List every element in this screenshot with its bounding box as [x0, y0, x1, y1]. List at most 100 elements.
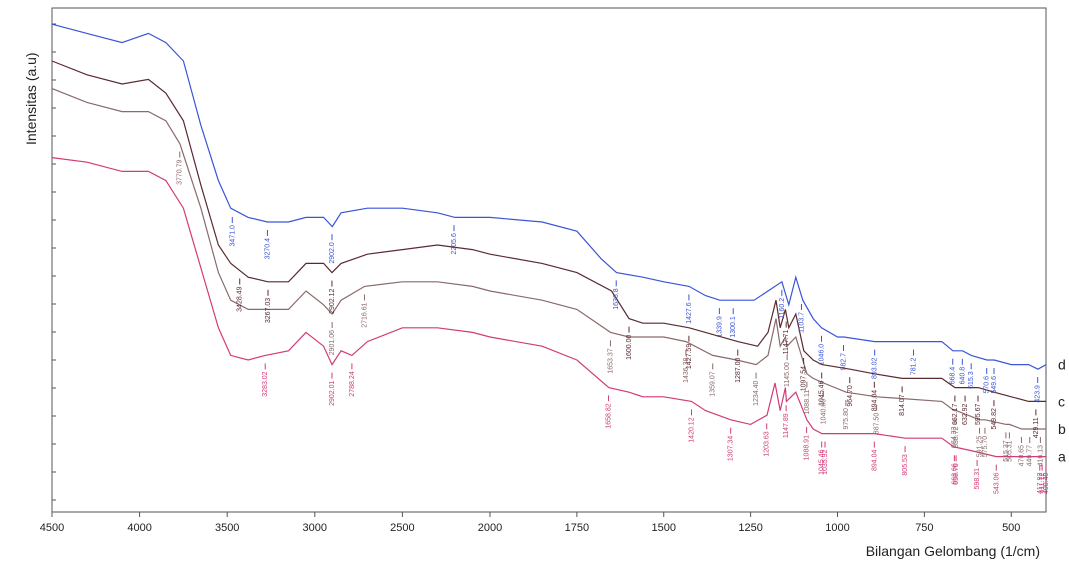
peak-label: 1234.40: [753, 380, 760, 405]
peak-label: 595.67: [975, 404, 982, 426]
peak-label: 658.76: [953, 463, 960, 485]
peak-label: 570.6: [984, 376, 991, 394]
peak-label: 1046.0: [819, 344, 826, 366]
y-axis-title: Intensitas (a.u): [23, 52, 39, 145]
peak-label: 668.4: [950, 367, 957, 385]
peak-label: 632.92: [962, 404, 969, 426]
peak-label: 2901.06: [329, 330, 336, 355]
peak-label: 964.70: [847, 385, 854, 407]
x-axis: 4500 4000 3500 3000 2500 2000 1750 1500 1250 1000…: [40, 512, 1020, 534]
x-tick-label: 1500: [652, 522, 676, 534]
series-layer: [51, 23, 1047, 458]
peak-label: 1147.89: [783, 413, 790, 438]
peak-label: 893.02: [872, 358, 879, 380]
peak-label: 975.80: [843, 408, 850, 430]
peak-label: 411.12: [1039, 472, 1046, 493]
peak-label: 2716.61: [361, 302, 368, 327]
series-b-line: [51, 88, 1046, 430]
peak-label: 1420.12: [689, 417, 696, 442]
peak-label: 1160.2: [779, 298, 786, 319]
peak-label: 1103.7: [798, 312, 805, 333]
peak-label: 2205.6: [451, 233, 458, 255]
peak-label: 417.92: [1037, 473, 1044, 495]
x-tick-label: 4500: [40, 522, 64, 534]
peak-label: 598.31: [974, 468, 981, 490]
peak-label: 1636.8: [613, 288, 620, 310]
peak-label: 805.53: [902, 454, 909, 476]
peak-label: 549.82: [991, 408, 998, 430]
plot-frame: [51, 7, 1047, 513]
peak-label: 1097.54: [801, 366, 808, 391]
x-tick-label: 3500: [215, 522, 239, 534]
peak-label: 664.33: [951, 426, 958, 448]
x-tick-label: 500: [1002, 522, 1020, 534]
peak-label: 894.04: [871, 450, 878, 472]
peak-label: 416.13: [1037, 445, 1044, 467]
x-tick-label: 3000: [303, 522, 327, 534]
peak-label: 3428.49: [237, 286, 244, 311]
peak-label: 1658.82: [606, 403, 613, 428]
peak-label: 543.06: [993, 472, 1000, 494]
peak-label: 1653.37: [607, 348, 614, 373]
peak-label: 814.07: [899, 394, 906, 416]
peak-label: 1427.6: [686, 302, 693, 324]
peak-label: 615.3: [968, 371, 975, 389]
peak-label: 2902.12: [329, 288, 336, 313]
peak-label: 1307.34: [728, 436, 735, 461]
peak-label: 3770.79: [177, 159, 184, 184]
peak-label: 549.6: [991, 376, 998, 394]
peak-label: 781.2: [911, 358, 918, 376]
series-d-label: d: [1058, 357, 1066, 373]
peak-label: 515.37: [1003, 440, 1010, 462]
peak-label: 894.04: [871, 390, 878, 412]
peak-label: 662.17: [952, 403, 959, 425]
peak-label: 640.8: [959, 367, 966, 385]
x-tick-label: 1250: [738, 522, 762, 534]
peak-label: 1287.00: [735, 358, 742, 383]
x-tick-label: 2000: [478, 522, 502, 534]
x-tick-label: 2500: [390, 522, 414, 534]
peak-label: 575.70: [982, 436, 989, 458]
peak-label: 1436.38: [683, 357, 690, 382]
peak-label: 658.72: [953, 427, 960, 449]
peak-label: 1600.00: [626, 335, 633, 360]
peak-label: 1045.46: [819, 380, 826, 405]
peak-label: 982.7: [841, 353, 848, 371]
peak-label: 2902.0: [329, 242, 336, 264]
x-tick-label: 750: [915, 522, 933, 534]
peak-label: 1203.63: [764, 431, 771, 456]
series-c-line: [51, 60, 1046, 402]
peak-label: 1040.60: [820, 399, 827, 424]
peak-label: 3267.03: [265, 298, 272, 323]
peak-label: 1147.71: [783, 330, 790, 355]
series-labels: d cba: [1058, 357, 1066, 465]
peak-label: 470.65: [1018, 445, 1025, 467]
peak-label: 1339.9: [716, 316, 723, 338]
y-axis-ticks: [52, 23, 56, 501]
series-b-label: b: [1058, 421, 1066, 437]
series-a-line: [51, 157, 1046, 458]
peak-label: 3270.4: [264, 238, 271, 260]
peak-label: 446.77: [1027, 445, 1034, 467]
x-axis-title: Bilangan Gelombang (1/cm): [866, 543, 1040, 559]
peak-label: 663.66: [951, 463, 958, 485]
peak-label: 1088.11: [804, 390, 811, 415]
x-tick-label: 4000: [127, 522, 151, 534]
peak-label: 1045.46: [819, 449, 826, 474]
peak-label: 3471.0: [229, 225, 236, 247]
series-c-label: c: [1058, 393, 1065, 409]
peak-label: 400.40: [1043, 473, 1050, 495]
peak-label: 2902.01: [329, 380, 336, 405]
peak-label: 3283.02: [262, 371, 269, 396]
peak-label: 591.25: [977, 436, 984, 458]
peak-label: 1300.1: [730, 316, 737, 338]
peak-label: 423.9: [1035, 385, 1042, 403]
peak-label: 1145.00: [784, 362, 791, 387]
series-d-line: [51, 23, 1047, 370]
peak-annotations: 3471.0 3270.4 2902.0 2205.6 1636.8 1427.6 1339…: [177, 151, 1050, 495]
x-tick-label: 1000: [825, 522, 849, 534]
series-a-label: a: [1058, 449, 1066, 465]
peak-label: 1427.59: [686, 344, 693, 369]
peak-label: 1359.07: [710, 371, 717, 396]
